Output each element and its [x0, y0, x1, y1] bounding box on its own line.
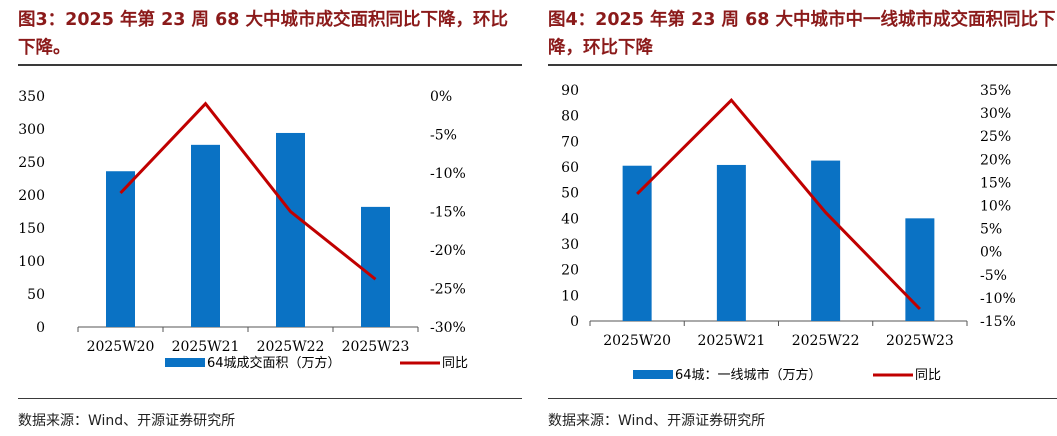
bar: [191, 144, 220, 327]
y-axis-tick-label: 70: [561, 134, 579, 150]
y-axis-tick-label: 150: [18, 221, 45, 237]
y2-axis-tick-label: -25%: [430, 282, 466, 298]
legend-line-label: 同比: [915, 368, 941, 383]
y2-axis-tick-label: -5%: [430, 128, 457, 144]
y2-axis-tick-label: 25%: [980, 129, 1011, 145]
legend-bar-swatch: [165, 358, 205, 367]
x-axis-category-label: 2025W22: [257, 339, 325, 355]
y2-axis-tick-label: -5%: [980, 268, 1007, 284]
bar: [276, 132, 305, 327]
x-axis-category-label: 2025W23: [886, 333, 954, 349]
y-axis-tick-label: 40: [561, 211, 579, 227]
right-chart-panel: 图4：2025 年第 23 周 68 大中城市中一线城市成交面积同比下降，环比下…: [540, 0, 1057, 436]
legend-line-label: 同比: [442, 356, 468, 371]
y-axis-tick-label: 100: [18, 254, 45, 270]
y2-axis-tick-label: 0%: [980, 245, 1002, 261]
y2-axis-tick-label: -15%: [430, 205, 466, 221]
bar: [716, 164, 746, 321]
y-axis-tick-label: 200: [18, 188, 45, 204]
y-axis-tick-label: 0: [570, 314, 579, 330]
y2-axis-tick-label: 35%: [980, 83, 1011, 99]
y-axis-tick-label: 0: [36, 320, 45, 336]
source-divider: [18, 398, 522, 399]
bar: [361, 206, 390, 327]
source-note: 数据来源：Wind、开源证券研究所: [548, 413, 766, 429]
source-note: 数据来源：Wind、开源证券研究所: [18, 413, 236, 429]
bar: [622, 165, 652, 321]
chart-title: 图3：2025 年第 23 周 68 大中城市成交面积同比下降，环比下降。: [18, 10, 509, 58]
source-divider: [548, 398, 1057, 399]
y-axis-tick-label: 250: [18, 155, 45, 171]
left-chart: 350 300 250 200 150 100 50 0 0% -5% -10% -15% -20% -2…: [18, 89, 468, 371]
yoy-line: [636, 97, 921, 311]
legend-bar-swatch: [633, 370, 673, 379]
bar: [106, 171, 135, 327]
title-divider: [548, 64, 1057, 66]
y2-axis-tick-label: 20%: [980, 152, 1011, 168]
y-axis-tick-label: 90: [561, 83, 579, 99]
legend-bar-label: 64城成交面积（万方）: [207, 355, 341, 371]
yoy-line: [119, 101, 377, 281]
y2-axis-tick-label: 0%: [430, 89, 452, 105]
x-axis-category-label: 2025W22: [792, 333, 860, 349]
y-axis-tick-label: 80: [561, 109, 579, 125]
bar: [811, 160, 841, 321]
y2-axis-tick-label: -15%: [980, 314, 1016, 330]
y-axis-tick-label: 60: [561, 160, 579, 176]
left-chart-panel: 图3：2025 年第 23 周 68 大中城市成交面积同比下降，环比下降。 35…: [0, 0, 526, 436]
x-axis-category-label: 2025W23: [342, 339, 410, 355]
y-axis-tick-label: 10: [561, 288, 579, 304]
y2-axis-tick-label: -30%: [430, 320, 466, 336]
right-chart: 90 80 70 60 50 40 30 20 10 0 35% 30% 25% 20% 15% 10% 5% 0…: [561, 83, 1016, 383]
x-axis-category-label: 2025W20: [87, 339, 155, 355]
y-axis-tick-label: 30: [561, 237, 579, 253]
title-divider: [18, 64, 522, 66]
chart-title: 图4：2025 年第 23 周 68 大中城市中一线城市成交面积同比下降，环比下…: [548, 10, 1056, 58]
x-axis-category-label: 2025W21: [172, 339, 240, 355]
y2-axis-tick-label: 5%: [980, 222, 1002, 238]
y2-axis-tick-label: -10%: [980, 291, 1016, 307]
x-axis-category-label: 2025W20: [603, 333, 671, 349]
y2-axis-tick-label: -10%: [430, 166, 466, 182]
y-axis-tick-label: 50: [27, 287, 45, 303]
y-axis-tick-label: 300: [18, 122, 45, 138]
y2-axis-tick-label: 15%: [980, 175, 1011, 191]
x-axis-category-label: 2025W21: [697, 333, 765, 349]
y-axis-tick-label: 20: [561, 263, 579, 279]
y-axis-tick-label: 350: [18, 89, 45, 105]
legend-bar-label: 64城：一线城市（万方）: [675, 367, 822, 383]
bar: [905, 218, 935, 321]
y2-axis-tick-label: 30%: [980, 106, 1011, 122]
y-axis-tick-label: 50: [561, 186, 579, 202]
y2-axis-tick-label: 10%: [980, 199, 1011, 215]
y2-axis-tick-label: -20%: [430, 243, 466, 259]
